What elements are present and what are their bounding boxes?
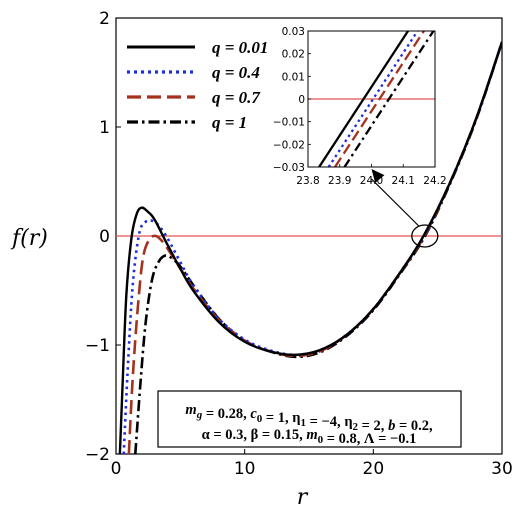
parameter-line-1: mg = 0.28, c0 = 1, η1 = −4, η2 = 2, b = …: [185, 402, 433, 434]
y-tick-label: −1: [85, 336, 110, 356]
inset-x-tick-label: 24.0: [360, 175, 383, 187]
inset-line-1: [318, 31, 409, 167]
x-axis-ticks: 0 10 20 30: [111, 449, 513, 479]
y-tick-label: 0: [99, 227, 110, 247]
y-tick-label: 1: [99, 118, 110, 138]
parameter-line-2: α = 0.3, β = 0.15, m0 = 0.8, Λ = −0.1: [202, 427, 417, 447]
inset-x-ticks: 23.8 23.9 24.0 24.1 24.2: [296, 164, 447, 187]
inset-y-tick-label: −0.02: [273, 139, 305, 151]
zoom-arrow: [371, 178, 420, 227]
inset-line-3: [334, 31, 425, 167]
legend-label-2: q = 0.4: [212, 63, 260, 82]
inset-x-tick-label: 23.9: [328, 175, 351, 187]
inset-x-tick-label: 24.1: [392, 175, 415, 187]
y-axis-ticks: −2 −1 0 1 2: [85, 9, 121, 465]
x-axis-label: r: [297, 485, 309, 510]
inset-y-tick-label: 0.01: [282, 71, 305, 83]
inset-y-tick-label: −0.03: [273, 162, 305, 174]
x-tick-label: 10: [234, 459, 256, 479]
series-line-1: [118, 41, 502, 454]
y-tick-label: −2: [85, 445, 110, 465]
y-axis-label: f(r): [10, 226, 48, 251]
legend-label-3: q = 0.7: [212, 88, 261, 107]
inset-x-tick-label: 23.8: [296, 175, 319, 187]
x-tick-label: 30: [491, 459, 513, 479]
zoom-arrowhead: [371, 169, 385, 183]
inset-line-4: [343, 31, 435, 167]
zoom-region-ellipse: [411, 224, 439, 248]
parameter-box: [157, 390, 462, 448]
inset-x-tick-label: 24.2: [423, 175, 446, 187]
legend: q = 0.01 q = 0.4 q = 0.7 q = 1: [127, 38, 268, 132]
inset-y-tick-label: 0.02: [282, 49, 305, 61]
inset-y-tick-label: 0.03: [282, 26, 305, 38]
inset-y-tick-label: 0: [298, 94, 305, 106]
legend-label-4: q = 1: [212, 113, 247, 132]
x-tick-label: 0: [111, 459, 122, 479]
x-tick-label: 20: [363, 459, 385, 479]
inset-y-ticks: −0.03 −0.02 −0.01 0 0.01 0.02 0.03: [273, 26, 311, 174]
y-tick-label: 2: [99, 9, 110, 29]
legend-label-1: q = 0.01: [212, 38, 268, 57]
inset-y-tick-label: −0.01: [273, 117, 305, 129]
